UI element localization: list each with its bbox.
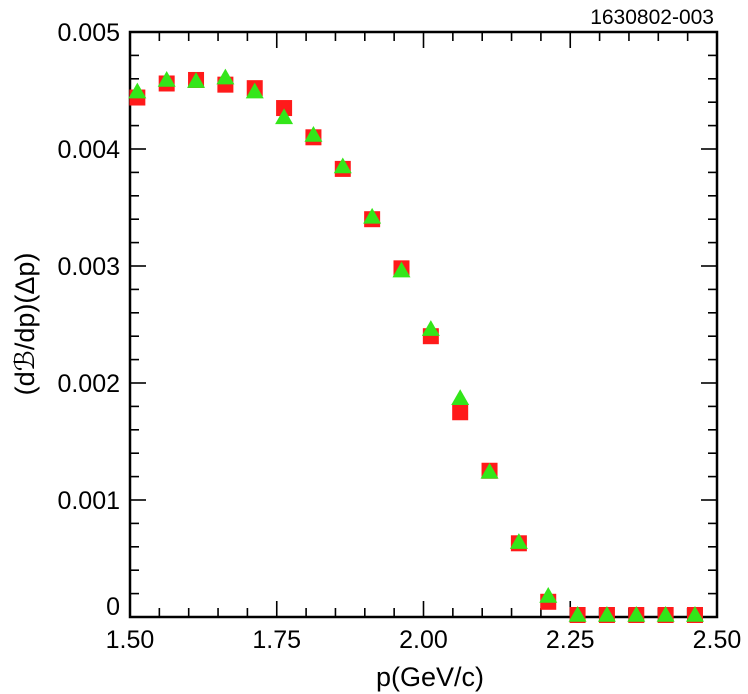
triangle-marker — [656, 606, 675, 622]
triangle-marker — [128, 82, 147, 99]
axis-ticks — [129, 31, 718, 618]
data-markers — [128, 68, 704, 623]
square-marker — [452, 404, 469, 421]
x-tick-label: 1.50 — [106, 626, 155, 654]
x-axis-label: p(GeV/c) — [376, 662, 484, 692]
triangle-marker — [539, 586, 558, 603]
y-tick-label: 0.003 — [57, 253, 120, 281]
triangle-marker — [187, 72, 206, 88]
y-tick-label: 0.001 — [57, 487, 120, 515]
triangle-marker — [451, 389, 470, 405]
x-tick-label: 2.00 — [399, 626, 448, 654]
x-tick-labels: 1.50 1.75 2.00 2.25 2.50 — [106, 626, 742, 654]
x-tick-label: 2.25 — [546, 626, 595, 654]
triangle-marker — [275, 108, 294, 125]
triangle-marker — [245, 82, 264, 99]
figure-tag: 1630802-003 — [590, 6, 714, 29]
triangle-marker — [597, 606, 616, 622]
triangle-marker — [685, 606, 704, 622]
triangle-marker — [363, 207, 382, 224]
y-tick-label: 0.005 — [57, 19, 120, 47]
x-tick-label: 2.50 — [693, 626, 742, 654]
triangle-marker — [568, 606, 587, 622]
triangle-marker — [480, 462, 499, 479]
x-tick-label: 1.75 — [252, 626, 301, 654]
triangle-marker — [304, 125, 323, 142]
y-tick-label: 0 — [106, 593, 120, 621]
y-tick-labels: 0 0.001 0.002 0.003 0.004 0.005 — [57, 19, 120, 621]
triangle-marker — [509, 533, 528, 549]
y-axis-label: (dℬ/dp)(Δp) — [10, 253, 40, 396]
y-tick-label: 0.002 — [57, 370, 120, 398]
triangle-marker — [627, 606, 646, 622]
triangle-marker — [333, 157, 352, 174]
square-marker — [276, 100, 293, 117]
triangle-marker — [157, 70, 176, 87]
triangle-marker — [216, 68, 235, 85]
plot-frame — [128, 30, 719, 619]
triangle-marker — [392, 261, 411, 278]
y-tick-label: 0.004 — [57, 136, 120, 164]
triangle-marker — [421, 320, 440, 336]
